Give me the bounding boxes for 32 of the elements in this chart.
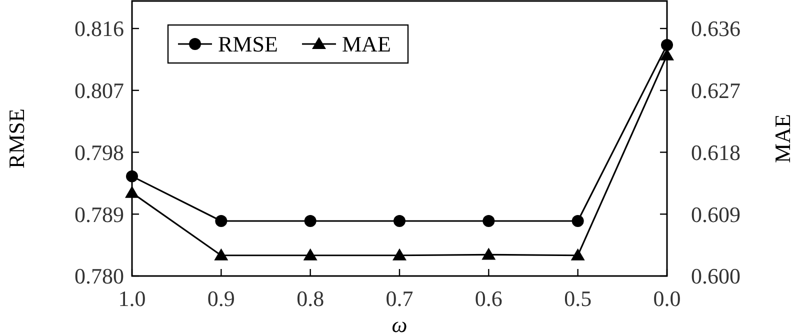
x-tick-label: 0.5 xyxy=(564,286,592,311)
x-tick-label: 0.8 xyxy=(296,286,324,311)
y-tick-label: 0.807 xyxy=(74,78,124,104)
y-tick-label: 0.780 xyxy=(74,264,124,289)
point xyxy=(482,248,496,260)
legend-label: RMSE xyxy=(218,32,278,57)
x-axis-title: ω xyxy=(392,312,408,334)
point xyxy=(392,248,406,260)
point xyxy=(570,248,585,260)
y-tick-label: 0.789 xyxy=(74,202,124,227)
y2-axis-title: MAE xyxy=(770,114,795,163)
point xyxy=(572,215,584,227)
y2-tick-label: 0.618 xyxy=(691,140,740,165)
point xyxy=(482,215,495,227)
point xyxy=(304,215,316,227)
point xyxy=(303,248,318,260)
x-tick-label: 0.7 xyxy=(386,286,414,311)
point xyxy=(215,215,228,227)
y-tick-label: 0.816 xyxy=(74,16,124,42)
x-tick-label: 0.0 xyxy=(653,286,681,311)
y2-tick-label: 0.627 xyxy=(691,78,740,104)
point xyxy=(394,215,406,227)
legend-label: MAE xyxy=(342,32,391,57)
y-tick-label: 0.798 xyxy=(74,140,124,165)
point xyxy=(214,248,228,260)
x-tick-label: 0.9 xyxy=(207,286,235,311)
x-tick-label: 1.0 xyxy=(118,286,146,311)
y2-tick-label: 0.636 xyxy=(691,16,740,42)
y2-tick-label: 0.600 xyxy=(691,264,740,289)
y-axis-title: RMSE xyxy=(4,108,29,168)
y2-tick-label: 0.609 xyxy=(691,202,740,227)
x-tick-label: 0.6 xyxy=(474,286,502,311)
